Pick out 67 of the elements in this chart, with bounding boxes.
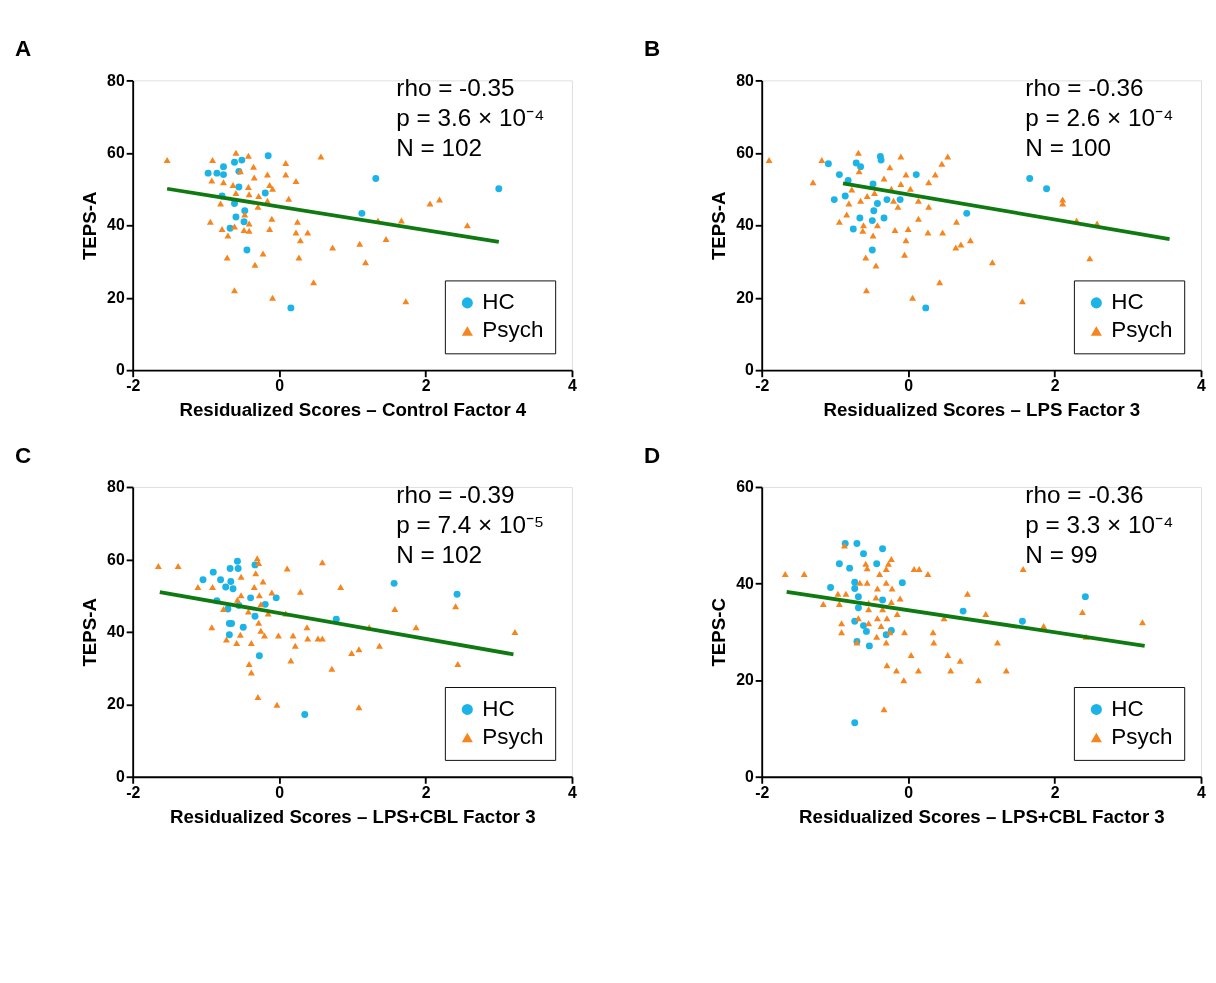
y-tick-label: 80 [107,478,125,496]
y-axis-title: TEPS-A [78,191,100,261]
y-tick-label: 0 [744,767,754,785]
y-tick-label: 80 [736,71,754,89]
legend-label: Psych [482,317,544,343]
y-axis-title: TEPS-A [78,598,100,667]
legend-label: HC [1111,289,1144,315]
annotation: p = 3.6 × 10⁻⁴ [396,104,545,132]
annotation: N = 100 [1025,134,1112,162]
y-tick-label: 60 [736,144,754,162]
legend-label: HC [482,696,515,722]
annotation: rho = -0.36 [1025,480,1144,508]
y-tick-label: 20 [736,671,754,689]
chart-title: B [644,36,661,62]
y-tick-label: 60 [107,550,125,568]
x-tick-label: -2 [755,783,770,801]
annotation: N = 102 [396,540,483,568]
x-tick-label: 4 [568,783,578,801]
annotation: p = 2.6 × 10⁻⁴ [1025,104,1174,132]
annotation: N = 99 [1025,540,1098,568]
chart-title: A [15,36,32,62]
y-tick-label: 0 [744,361,754,379]
x-tick-label: 2 [421,783,431,801]
y-tick-label: 60 [736,478,754,496]
y-axis-title: TEPS-A [707,191,729,261]
legend-label: Psych [1111,724,1173,750]
annotation: p = 3.3 × 10⁻⁴ [1025,510,1174,538]
x-tick-label: 2 [1050,377,1060,395]
y-tick-label: 20 [107,288,125,306]
y-tick-label: 0 [115,361,125,379]
x-tick-label: -2 [755,377,770,395]
legend-label: HC [1111,696,1144,722]
y-tick-label: 20 [736,288,754,306]
y-tick-label: 40 [107,216,125,234]
x-tick-label: 4 [568,377,578,395]
annotation: rho = -0.35 [396,74,515,102]
y-axis-title: TEPS-C [707,598,729,667]
annotation: N = 102 [396,134,483,162]
x-axis-title: Residualized Scores – LPS Factor 3 [823,399,1141,421]
x-axis-title: Residualized Scores – LPS+CBL Factor 3 [169,806,536,828]
y-tick-label: 0 [115,767,125,785]
x-tick-label: 4 [1197,783,1207,801]
annotation: rho = -0.39 [396,480,515,508]
y-tick-label: 60 [107,144,125,162]
y-tick-label: 20 [107,695,125,713]
annotation: p = 7.4 × 10⁻⁵ [396,510,545,538]
x-tick-label: 0 [275,783,285,801]
y-tick-label: 40 [736,216,754,234]
annotation: rho = -0.36 [1025,74,1144,102]
y-tick-label: 40 [107,623,125,641]
legend-label: HC [482,289,515,315]
x-tick-label: 0 [275,377,285,395]
y-tick-label: 40 [736,574,754,592]
x-tick-label: 2 [1050,783,1060,801]
y-tick-label: 80 [107,71,125,89]
x-tick-label: 4 [1197,377,1207,395]
x-axis-title: Residualized Scores – LPS+CBL Factor 3 [798,806,1165,828]
chart-title: C [15,442,32,468]
x-tick-label: 2 [421,377,431,395]
x-tick-label: 0 [904,783,914,801]
legend-label: Psych [482,724,544,750]
x-axis-title: Residualized Scores – Control Factor 4 [179,399,527,421]
legend-label: Psych [1111,317,1173,343]
x-tick-label: -2 [126,377,141,395]
x-tick-label: -2 [126,783,141,801]
x-tick-label: 0 [904,377,914,395]
chart-title: D [644,442,661,468]
